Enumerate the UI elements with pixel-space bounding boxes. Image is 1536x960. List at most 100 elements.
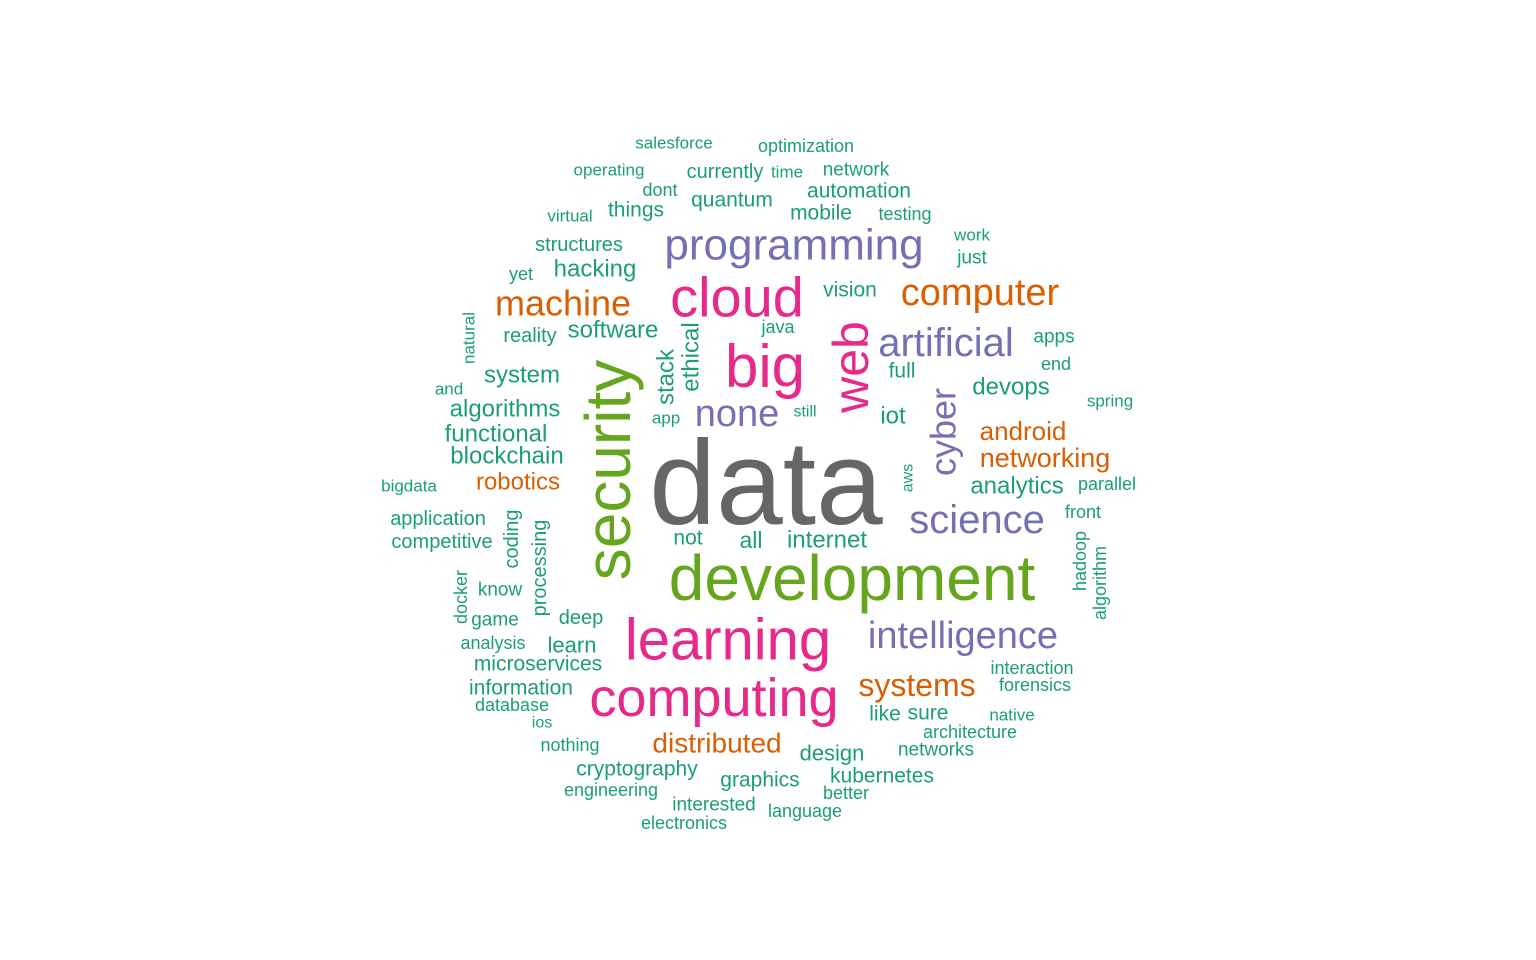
word-design: design: [800, 741, 865, 766]
word-coding: coding: [501, 510, 523, 569]
word-apps: apps: [1033, 327, 1074, 348]
word-front: front: [1065, 502, 1101, 522]
word-docker: docker: [451, 570, 471, 624]
word-electronics: electronics: [641, 813, 727, 833]
word-work: work: [953, 226, 990, 245]
word-aws: aws: [900, 464, 917, 492]
word-none: none: [695, 393, 780, 435]
word-interaction: interaction: [990, 658, 1073, 678]
word-operating: operating: [574, 161, 645, 180]
word-analysis: analysis: [460, 633, 525, 653]
word-android: android: [980, 416, 1067, 446]
word-language: language: [768, 801, 842, 821]
word-still: still: [793, 404, 816, 421]
word-networking: networking: [980, 443, 1111, 473]
word-system: system: [484, 362, 560, 389]
word-engineering: engineering: [564, 780, 658, 800]
word-things: things: [608, 199, 664, 222]
word-software: software: [568, 317, 659, 344]
word-salesforce: salesforce: [635, 134, 712, 153]
word-web: web: [823, 321, 879, 414]
word-kubernetes: kubernetes: [830, 765, 934, 788]
word-database: database: [475, 695, 549, 715]
word-network: network: [823, 160, 890, 181]
word-microservices: microservices: [474, 653, 602, 676]
word-artificial: artificial: [878, 321, 1014, 365]
word-systems: systems: [858, 667, 975, 703]
word-better: better: [823, 783, 869, 803]
word-quantum: quantum: [691, 189, 773, 212]
word-end: end: [1041, 354, 1071, 374]
word-algorithms: algorithms: [450, 396, 561, 423]
word-intelligence: intelligence: [868, 615, 1058, 657]
word-big: big: [725, 333, 805, 400]
word-testing: testing: [878, 204, 931, 224]
word-robotics: robotics: [476, 469, 560, 496]
word-learning: learning: [625, 608, 831, 673]
word-development: development: [669, 542, 1036, 614]
word-cloud: cloud: [670, 266, 804, 329]
word-application: application: [390, 508, 486, 530]
word-internet: internet: [787, 527, 867, 554]
word-information: information: [469, 677, 573, 700]
word-functional: functional: [445, 421, 548, 448]
word-currently: currently: [687, 161, 764, 183]
word-optimization: optimization: [758, 136, 854, 156]
word-hacking: hacking: [554, 256, 637, 283]
word-virtual: virtual: [547, 207, 592, 226]
word-all: all: [739, 527, 762, 553]
word-devops: devops: [972, 374, 1049, 401]
word-know: know: [478, 580, 523, 601]
word-app: app: [652, 409, 680, 428]
word-automation: automation: [807, 180, 911, 203]
word-not: not: [673, 527, 702, 550]
word-iot: iot: [880, 403, 906, 430]
word-processing: processing: [529, 520, 551, 617]
word-parallel: parallel: [1078, 474, 1136, 494]
word-cryptography: cryptography: [576, 758, 698, 781]
word-and: and: [435, 380, 463, 399]
word-blockchain: blockchain: [450, 443, 563, 470]
word-game: game: [471, 610, 519, 631]
word-graphics: graphics: [720, 769, 799, 792]
word-vision: vision: [823, 279, 877, 302]
word-mobile: mobile: [790, 202, 852, 225]
word-distributed: distributed: [652, 728, 781, 759]
word-stack: stack: [653, 348, 680, 405]
word-sure: sure: [908, 702, 949, 725]
word-time: time: [771, 163, 803, 182]
word-reality: reality: [503, 325, 556, 347]
word-bigdata: bigdata: [381, 477, 437, 496]
word-programming: programming: [664, 221, 923, 270]
word-structures: structures: [535, 234, 623, 256]
word-computing: computing: [589, 668, 838, 728]
word-science: science: [909, 498, 1045, 542]
word-security: security: [572, 360, 644, 581]
word-hadoop: hadoop: [1070, 531, 1090, 591]
word-machine: machine: [495, 283, 631, 324]
word-architecture: architecture: [923, 722, 1017, 742]
word-analytics: analytics: [970, 473, 1063, 500]
word-spring: spring: [1087, 392, 1133, 411]
word-full: full: [889, 360, 916, 383]
word-just: just: [956, 248, 987, 269]
word-natural: natural: [460, 312, 479, 364]
word-native: native: [989, 706, 1034, 725]
word-cyber: cyber: [923, 388, 964, 476]
word-competitive: competitive: [391, 531, 492, 553]
word-java: java: [760, 317, 795, 337]
word-learn: learn: [548, 633, 597, 658]
word-like: like: [869, 703, 901, 726]
word-yet: yet: [509, 264, 533, 284]
word-networks: networks: [898, 740, 974, 761]
word-ethical: ethical: [678, 322, 705, 391]
word-interested: interested: [672, 795, 755, 816]
word-data: data: [649, 416, 883, 550]
word-computer: computer: [901, 272, 1060, 314]
word-nothing: nothing: [540, 735, 599, 755]
word-ios: ios: [532, 715, 552, 732]
word-dont: dont: [642, 180, 677, 200]
word-algorithm: algorithm: [1090, 546, 1110, 620]
word-forensics: forensics: [999, 675, 1071, 695]
